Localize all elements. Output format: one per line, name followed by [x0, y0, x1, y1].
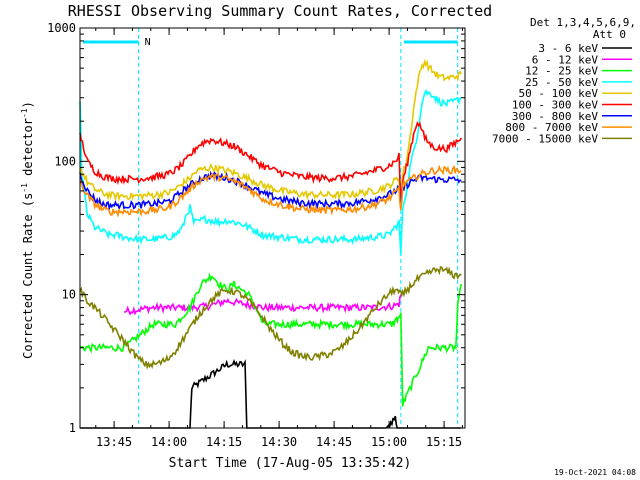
legend-header-line-2: Att 0: [593, 28, 626, 41]
series-4: [79, 58, 463, 202]
series-line-7: [79, 164, 462, 218]
legend-label-5: 100 - 300 keV: [512, 99, 598, 112]
x-tick-label-1: 14:00: [151, 435, 187, 449]
legend-label-6: 300 - 800 keV: [512, 110, 598, 123]
x-tick-label-2: 14:15: [206, 435, 242, 449]
x-axis-label: Start Time (17-Aug-05 13:35:42): [169, 456, 412, 471]
x-tick-label-4: 14:45: [316, 435, 352, 449]
x-tick-label-5: 15:00: [371, 435, 407, 449]
series-line-3: [79, 88, 462, 256]
series-0: [80, 358, 462, 429]
legend-label-1: 6 - 12 keV: [532, 53, 599, 66]
plot-frame: [79, 27, 466, 429]
series-3: [79, 88, 462, 256]
series-5: [79, 121, 463, 201]
legend-label-2: 12 - 25 keV: [525, 65, 598, 78]
x-tick-label-6: 15:15: [426, 435, 462, 449]
series-line-5: [79, 121, 463, 201]
legend-label-8: 7000 - 15000 keV: [492, 132, 598, 145]
series-line-0: [80, 358, 462, 429]
legend-header-line-1: Det 1,3,4,5,6,9,: [530, 16, 636, 29]
legend-label-0: 3 - 6 keV: [538, 42, 598, 55]
chart-title: RHESSI Observing Summary Count Rates, Co…: [68, 2, 492, 20]
series-2: [79, 272, 463, 407]
series-1: [123, 294, 402, 316]
x-tick-label-0: 13:45: [96, 435, 132, 449]
y-tick-label-0: 1: [69, 421, 76, 435]
series-line-1: [123, 294, 402, 316]
legend-label-7: 800 - 7000 keV: [505, 121, 598, 134]
series-line-8: [79, 266, 462, 370]
night-label: N: [145, 37, 151, 48]
legend-label-4: 50 - 100 keV: [519, 87, 599, 100]
series-line-2: [79, 272, 463, 407]
y-axis-label: Corrected Count Rate (s-1 detector-1): [20, 101, 35, 359]
series-line-4: [79, 58, 463, 202]
series-7: [79, 164, 462, 218]
y-tick-label-1: 10: [62, 288, 76, 302]
legend-label-3: 25 - 50 keV: [525, 76, 598, 89]
y-tick-label-2: 100: [54, 154, 76, 168]
x-tick-label-3: 14:30: [261, 435, 297, 449]
footer-timestamp: 19-Oct-2021 04:08: [554, 468, 636, 477]
series-8: [79, 266, 462, 370]
y-tick-label-3: 1000: [47, 21, 76, 35]
